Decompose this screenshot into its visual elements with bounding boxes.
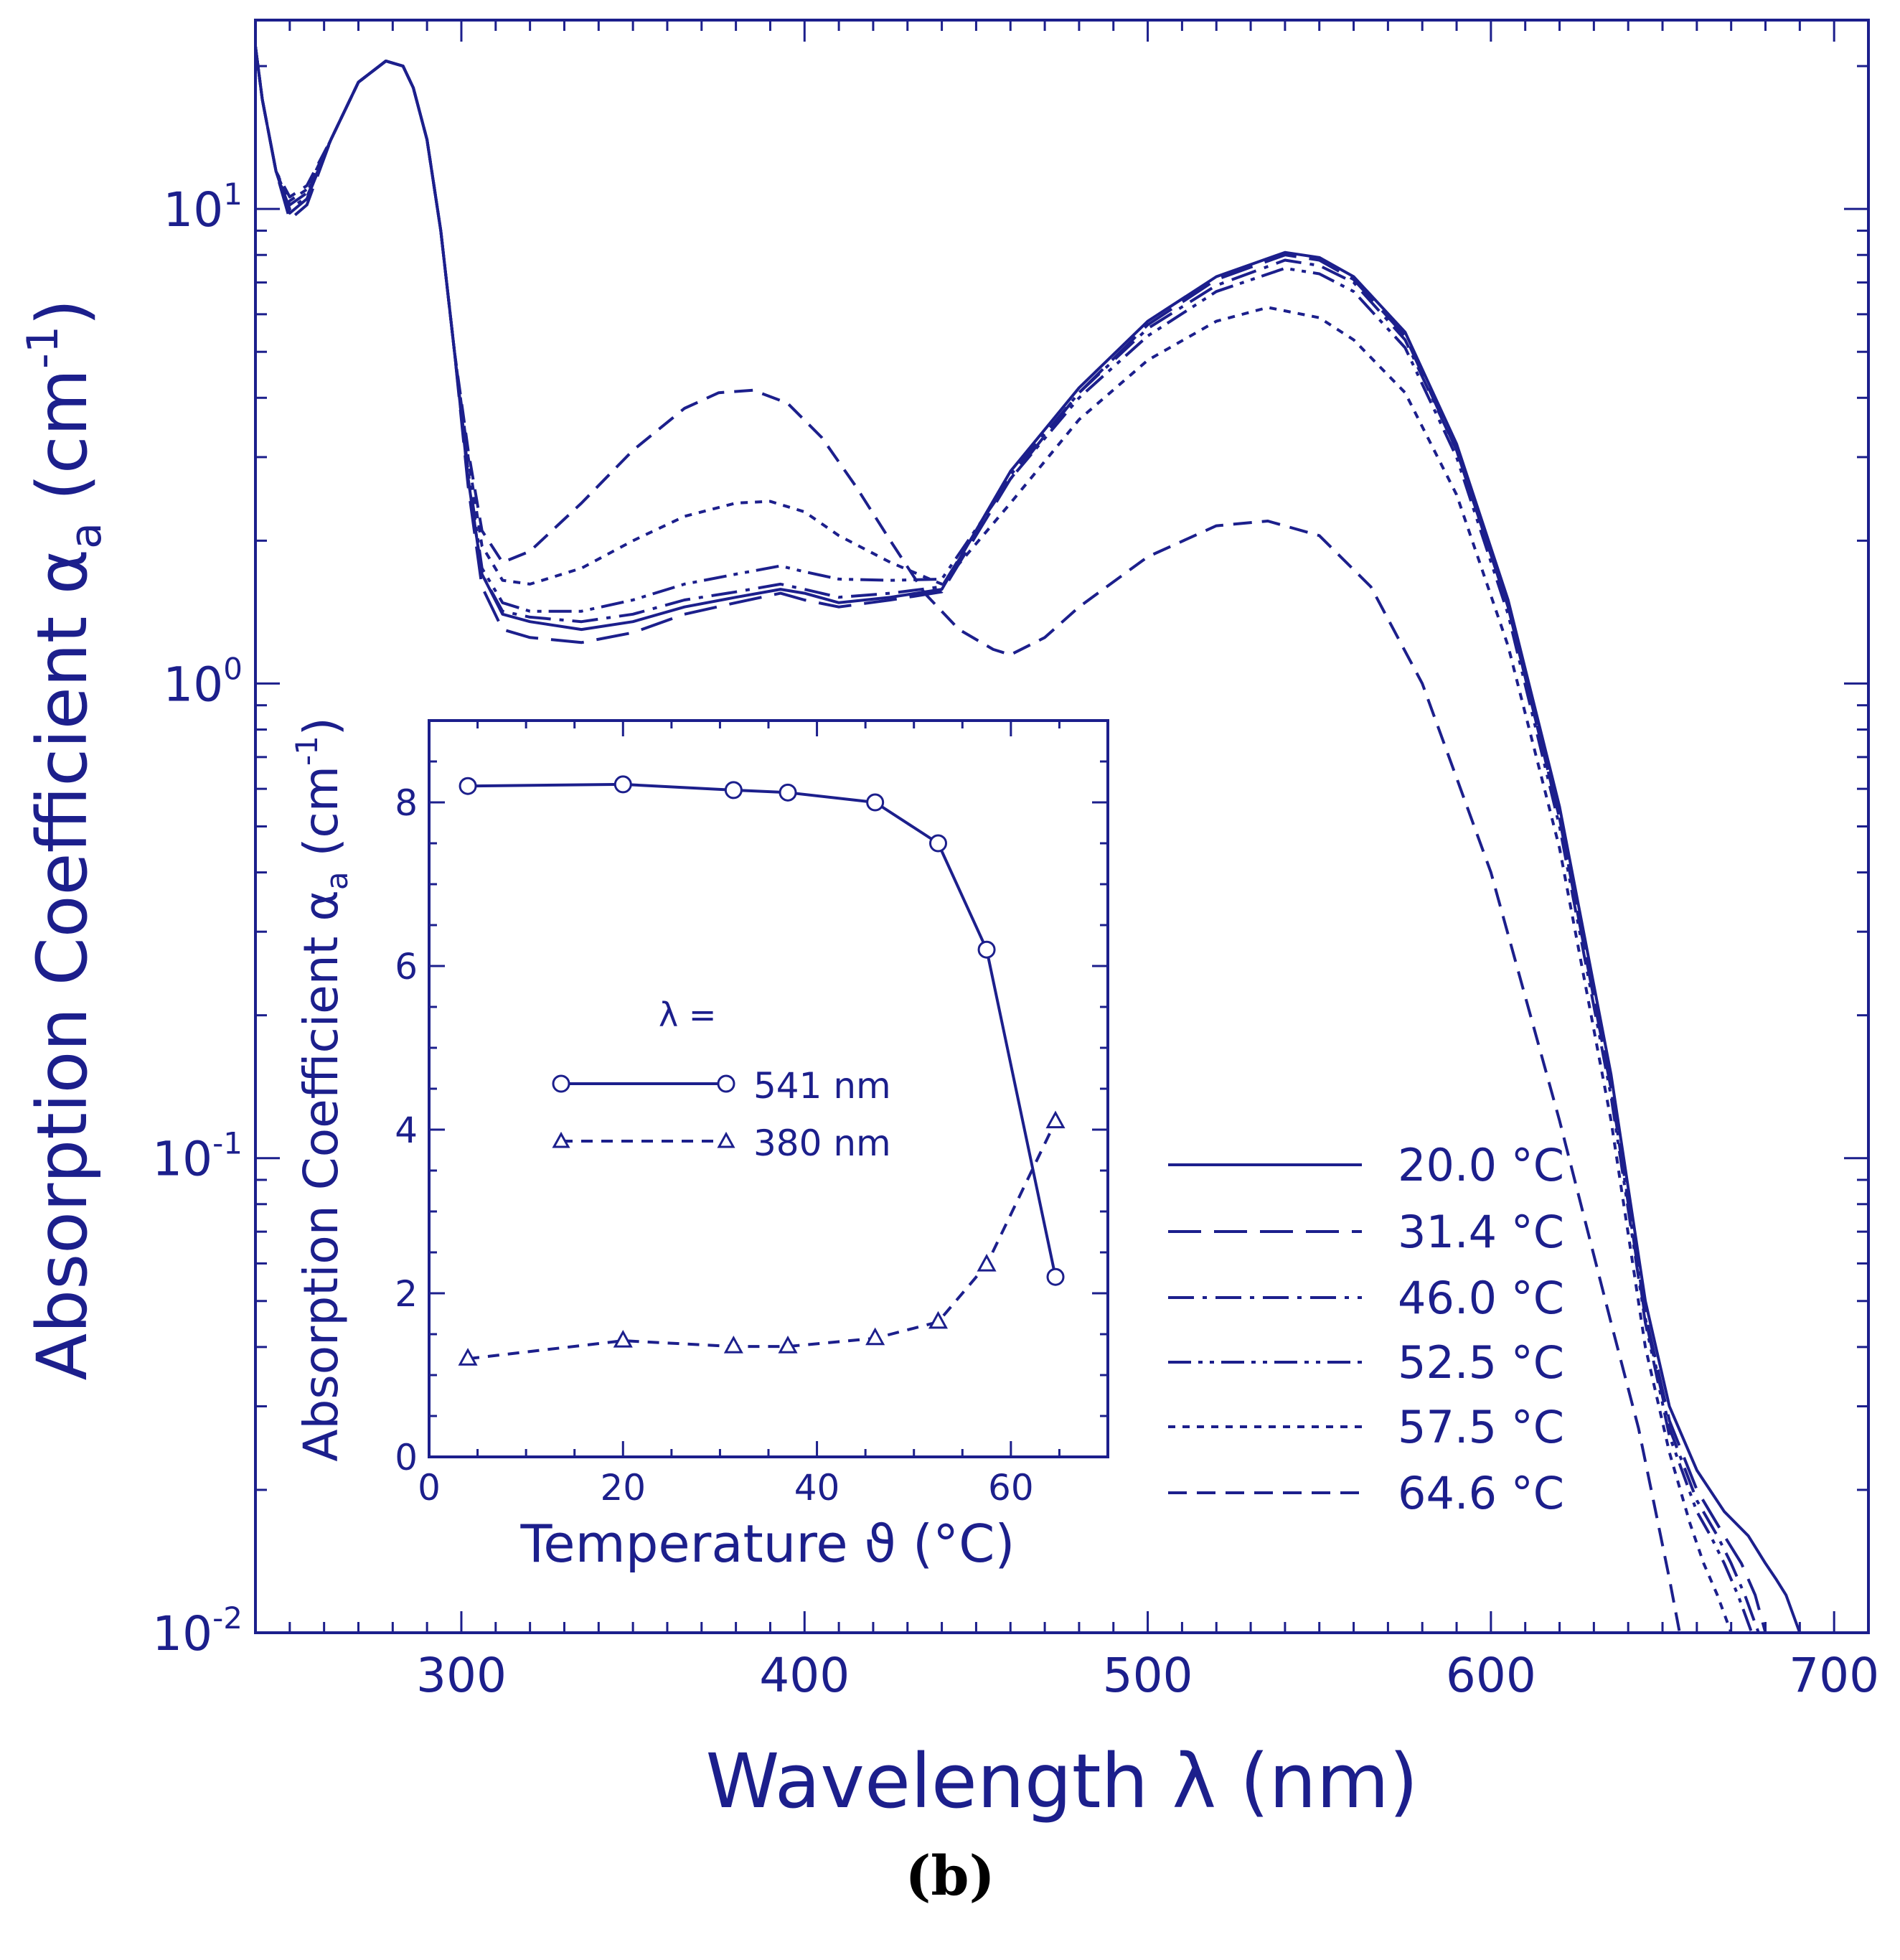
inset-point-triangle xyxy=(723,1335,743,1354)
inset-y-tick-label: 2 xyxy=(395,1273,418,1315)
inset-legend-marker-380-left xyxy=(552,1131,570,1148)
inset-legend-title: λ = xyxy=(659,995,716,1034)
x-tick-label: 300 xyxy=(416,1648,507,1703)
inset-y-tick-label: 4 xyxy=(395,1110,418,1151)
inset-legend-marker-541-left xyxy=(552,1074,570,1093)
main-y-axis-label-unit-close: ) xyxy=(22,299,103,326)
inset-x-tick-label: 40 xyxy=(794,1467,840,1509)
legend-label-31-4: 31.4 °C xyxy=(1398,1206,1564,1258)
x-tick-label: 700 xyxy=(1789,1648,1879,1703)
legend-entry-64-6: 64.6 °C xyxy=(1168,1467,1564,1519)
legend-entry-20-0: 20.0 °C xyxy=(1168,1139,1564,1191)
inset-x-tick-label: 0 xyxy=(418,1467,441,1509)
main-y-axis-label: Absorption Coefficient αa (cm-1) xyxy=(18,299,111,1381)
y-tick-label: 100 xyxy=(163,651,243,712)
legend-entry-31-4: 31.4 °C xyxy=(1168,1206,1564,1258)
main-ticks xyxy=(255,20,1868,1634)
inset-point-circle xyxy=(977,940,996,959)
inset-point-circle xyxy=(779,783,797,802)
legend-label-52-5: 52.5 °C xyxy=(1398,1336,1564,1389)
main-x-tick-labels: 300 400 500 600 700 xyxy=(416,1648,1879,1703)
inset-point-triangle xyxy=(778,1335,798,1354)
inset-point-circle xyxy=(458,777,477,795)
inset-chart: 0 20 40 60 0 2 4 6 8 Temperature ϑ (°C) Absorpt… xyxy=(289,717,1109,1574)
inset-y-axis-label-unit: (cm xyxy=(293,766,349,856)
x-tick-label: 400 xyxy=(759,1648,850,1703)
inset-x-axis-label: Temperature ϑ (°C) xyxy=(520,1514,1015,1574)
inset-point-circle xyxy=(866,793,885,812)
inset-series-line-380 xyxy=(467,1120,1057,1361)
main-y-axis-label-unit-sup: -1 xyxy=(18,326,68,369)
inset-point-circle xyxy=(1046,1267,1065,1286)
main-curves xyxy=(254,46,1802,1633)
main-y-tick-labels: 101 100 10-1 10-2 xyxy=(152,177,243,1661)
inset-y-axis-label-unit-close: ) xyxy=(293,717,349,736)
inset-point-triangle xyxy=(458,1348,478,1366)
inset-point-triangle xyxy=(928,1310,949,1329)
inset-x-tick-labels: 0 20 40 60 xyxy=(418,1467,1034,1509)
inset-legend-marker-380-right xyxy=(717,1131,735,1148)
inset-curves xyxy=(467,782,1057,1361)
inset-background xyxy=(429,721,1108,1457)
inset-y-axis-label: Absorption Coefficient αa (cm-1) xyxy=(289,717,354,1461)
inset-y-tick-label: 6 xyxy=(395,946,418,988)
legend-entry-46-0: 46.0 °C xyxy=(1168,1272,1564,1324)
inset-y-tick-label: 8 xyxy=(395,782,418,824)
y-tick-label: 101 xyxy=(163,177,243,238)
inset-legend-label-380: 380 nm xyxy=(753,1122,891,1164)
y-tick-label: 10-1 xyxy=(152,1126,243,1187)
legend-entry-57-5: 57.5 °C xyxy=(1168,1401,1564,1453)
inset-legend-entry-541: 541 nm xyxy=(552,1065,891,1107)
inset-ticks xyxy=(428,719,1109,1458)
inset-y-tick-labels: 0 2 4 6 8 xyxy=(395,782,418,1478)
legend-label-57-5: 57.5 °C xyxy=(1398,1401,1564,1453)
inset-y-tick-label: 0 xyxy=(395,1437,418,1478)
legend-label-46-0: 46.0 °C xyxy=(1398,1272,1564,1324)
inset-markers xyxy=(458,775,1066,1366)
legend-label-20-0: 20.0 °C xyxy=(1398,1139,1564,1191)
inset-legend-label-541: 541 nm xyxy=(753,1065,891,1107)
inset-point-triangle xyxy=(1045,1110,1066,1129)
x-tick-label: 600 xyxy=(1446,1648,1536,1703)
x-tick-label: 500 xyxy=(1103,1648,1193,1703)
legend-label-64-6: 64.6 °C xyxy=(1398,1467,1564,1519)
series-line-64-6 xyxy=(254,46,1681,1633)
inset-y-axis-label-unit-sup: -1 xyxy=(289,736,324,766)
main-y-axis-label-main: Absorption Coefficient α xyxy=(22,549,103,1381)
inset-x-tick-label: 20 xyxy=(600,1467,646,1509)
inset-y-axis-label-main: Absorption Coefficient α xyxy=(293,890,349,1462)
main-legend: 20.0 °C 31.4 °C 46.0 °C 52.5 °C 57.5 °C … xyxy=(1168,1139,1564,1519)
main-x-axis-label: Wavelength λ (nm) xyxy=(706,1738,1419,1825)
inset-point-triangle xyxy=(865,1327,885,1346)
inset-point-circle xyxy=(613,775,632,794)
main-y-axis-label-sub: a xyxy=(61,522,111,549)
series-line-52-5 xyxy=(254,46,1754,1633)
inset-x-tick-label: 60 xyxy=(988,1467,1034,1509)
main-y-axis-label-unit: (cm xyxy=(22,369,103,501)
inset-legend-marker-541-right xyxy=(717,1074,735,1093)
inset-y-axis-label-sub: a xyxy=(319,871,354,890)
legend-entry-52-5: 52.5 °C xyxy=(1168,1336,1564,1389)
inset-legend-entry-380: 380 nm xyxy=(552,1122,891,1164)
inset-point-circle xyxy=(724,781,743,800)
inset-legend: λ = 541 nm 380 nm xyxy=(552,995,891,1164)
inset-point-triangle xyxy=(977,1253,997,1272)
inset-point-circle xyxy=(929,834,947,853)
inset-series-line-541 xyxy=(468,782,1057,1277)
inset-point-triangle xyxy=(613,1330,633,1348)
y-tick-label: 10-2 xyxy=(152,1600,243,1661)
main-y-axis-label-gap xyxy=(22,501,103,523)
inset-y-axis-label-gap xyxy=(293,856,349,871)
figure-caption: (b) xyxy=(905,1844,994,1908)
